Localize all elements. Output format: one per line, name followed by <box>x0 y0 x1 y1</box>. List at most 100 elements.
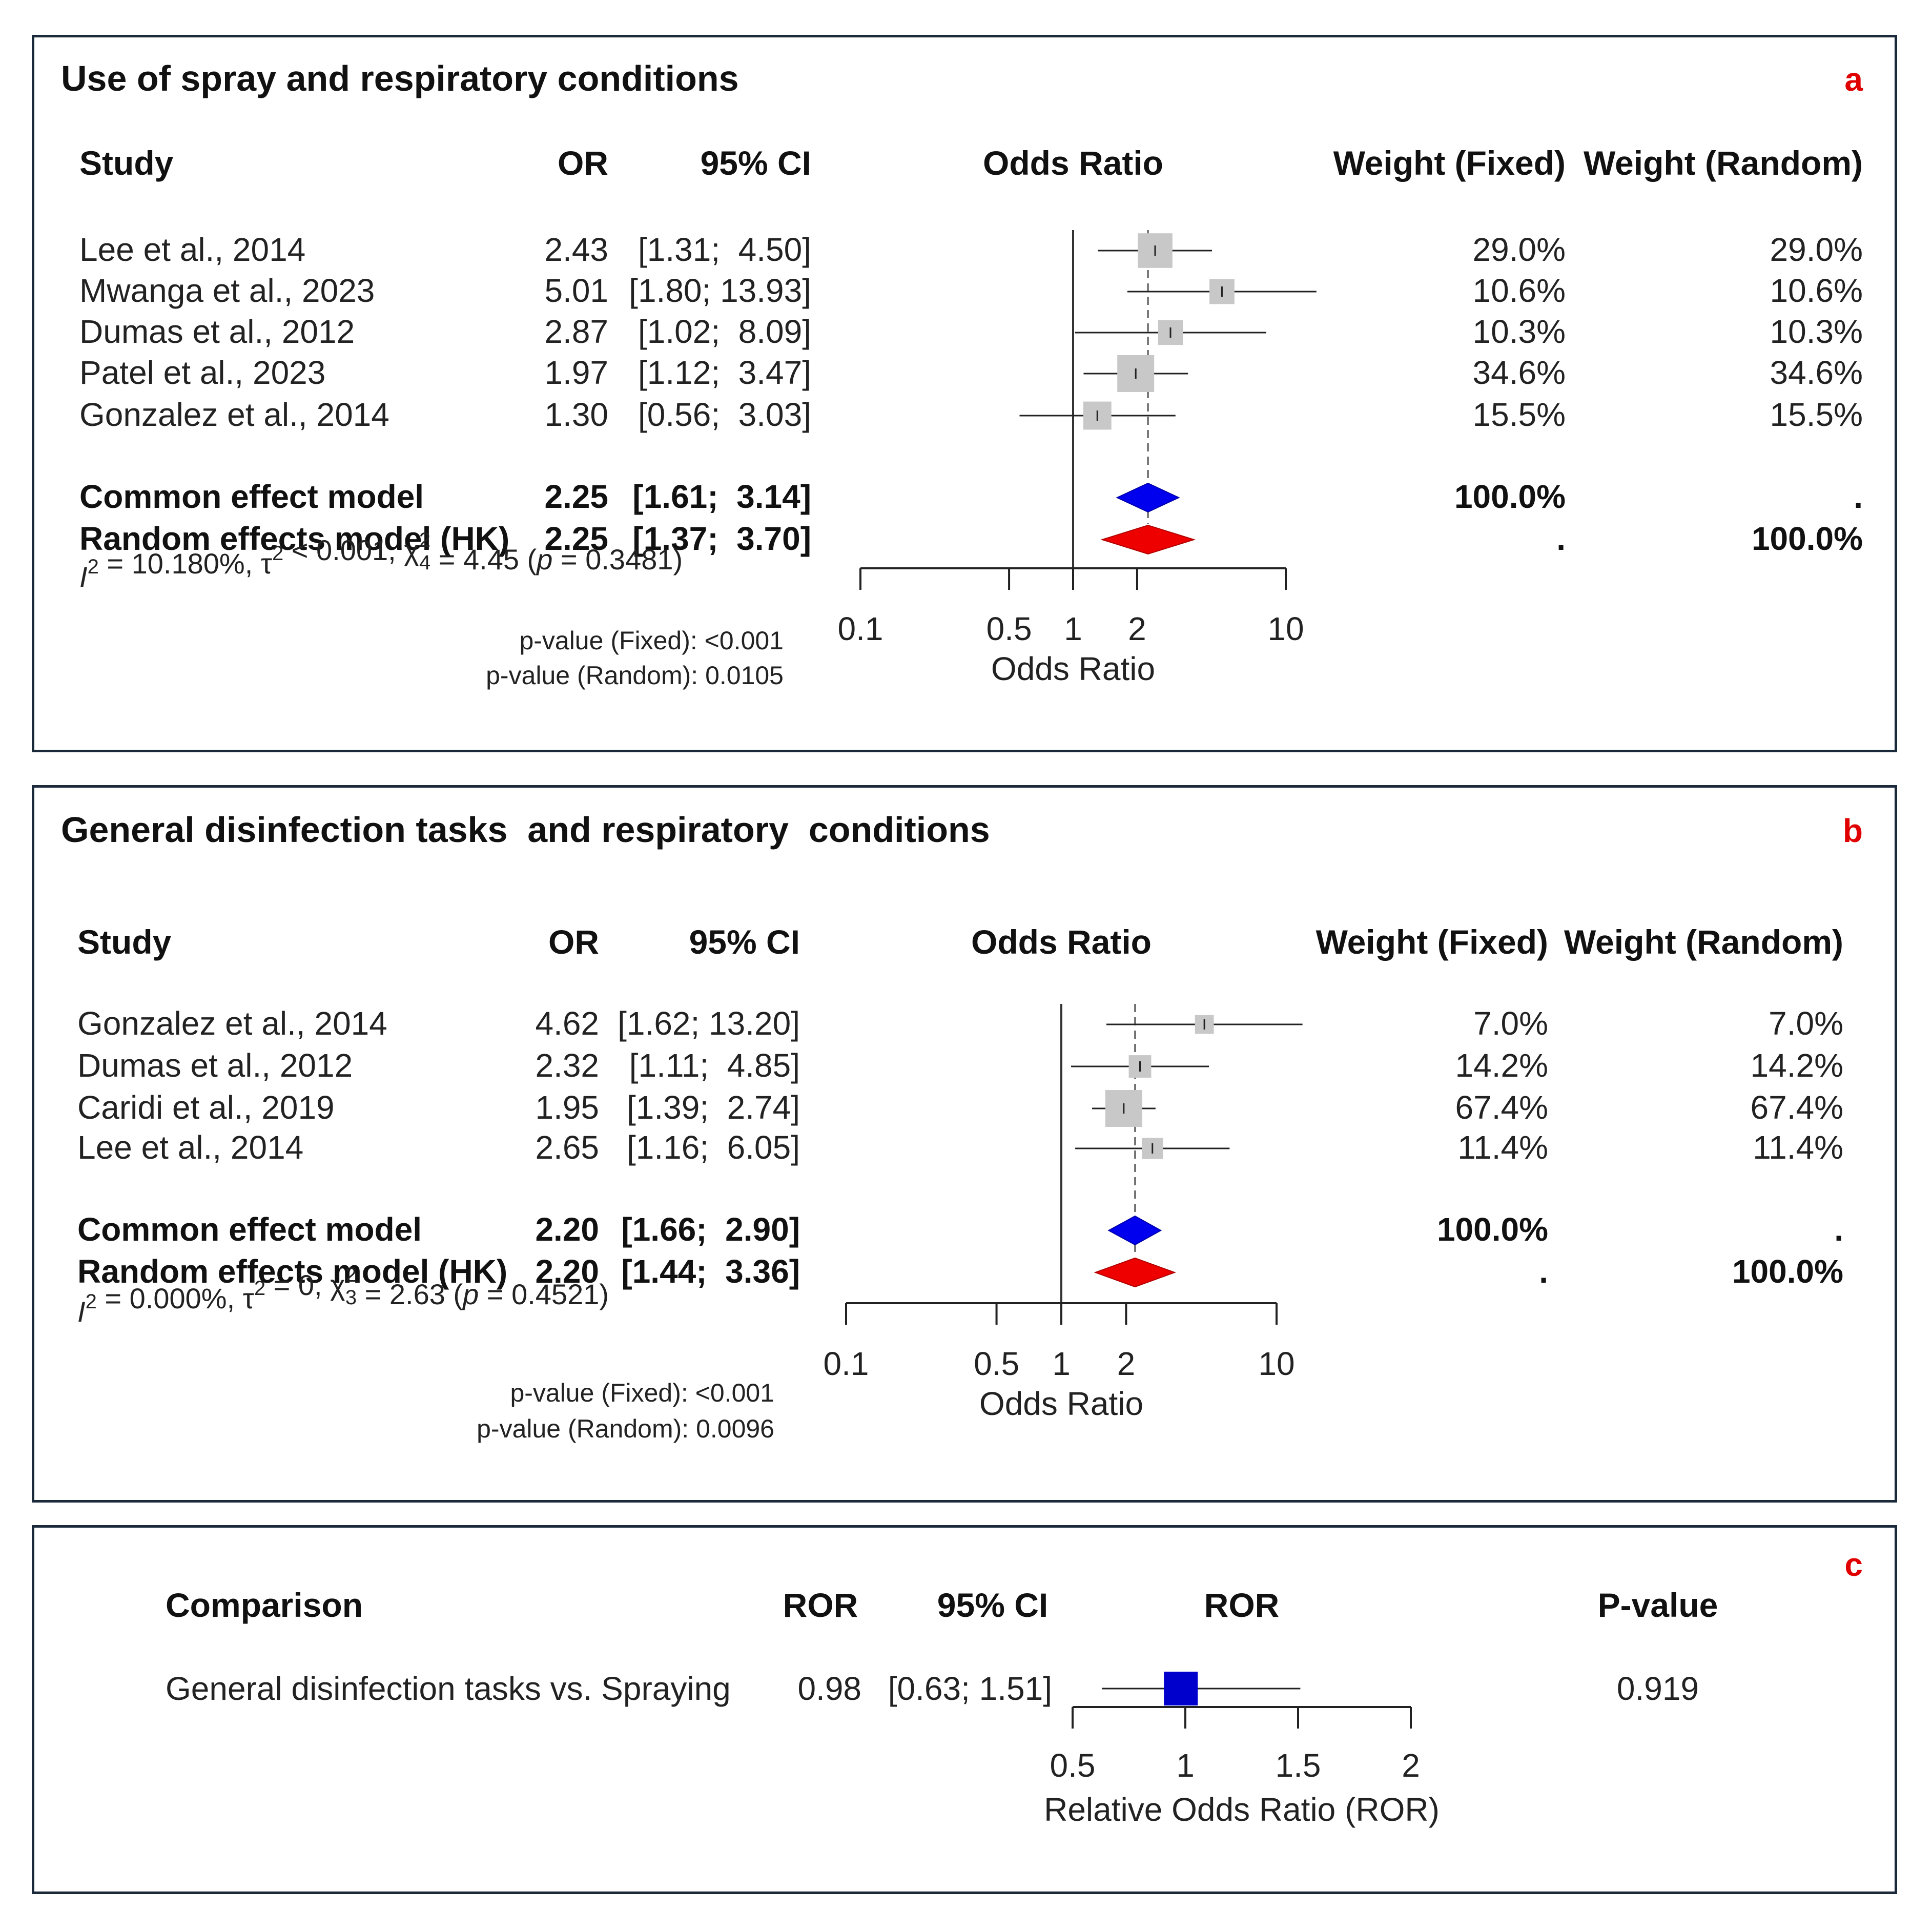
study-name: Dumas et al., 2012 <box>79 313 355 350</box>
pvalue-random: p-value (Random): 0.0096 <box>477 1414 774 1443</box>
study-weight-fixed: 7.0% <box>1473 1005 1548 1042</box>
study-ci: [1.62; 13.20] <box>618 1005 800 1042</box>
heterogeneity-symbol: χ <box>404 534 419 566</box>
model-ci: [1.37; 3.70] <box>632 520 811 557</box>
x-axis-title: Relative Odds Ratio (ROR) <box>1044 1791 1440 1828</box>
study-weight-fixed: 29.0% <box>1473 231 1566 268</box>
study-or: 1.95 <box>535 1089 599 1126</box>
study-name: Gonzalez et al., 2014 <box>77 1005 387 1042</box>
model-label: Common effect model <box>79 478 424 515</box>
heterogeneity-tau: < 0.001, <box>283 534 404 566</box>
model-weight-fixed: 100.0% <box>1437 1211 1548 1248</box>
heterogeneity-symbol: I <box>79 561 88 593</box>
p-value: 0.919 <box>1617 1670 1699 1707</box>
header-odds-ratio: Odds Ratio <box>983 144 1163 182</box>
header-ci: 95% CI <box>937 1586 1048 1624</box>
header-ror-plot: ROR <box>1204 1586 1280 1624</box>
model-or: 2.20 <box>535 1211 599 1248</box>
study-weight-random: 67.4% <box>1751 1089 1843 1126</box>
header-weight-random: Weight (Random) <box>1564 923 1843 961</box>
random-effects-diamond <box>1094 1257 1176 1288</box>
x-tick-label: 0.1 <box>824 1345 869 1382</box>
heterogeneity-symbol: I <box>77 1296 86 1328</box>
model-weight-random: 100.0% <box>1752 520 1863 557</box>
study-name: Lee et al., 2014 <box>77 1129 303 1166</box>
header-study: Study <box>79 144 174 182</box>
model-weight-random: 100.0% <box>1732 1253 1843 1290</box>
heterogeneity-i2: = 10.180%, <box>99 547 261 580</box>
model-or: 2.25 <box>544 520 608 557</box>
study-weight-random: 10.3% <box>1770 313 1863 350</box>
heterogeneity-symbol: 2 <box>88 556 99 578</box>
model-weight-random: . <box>1854 478 1863 515</box>
study-ci: [1.11; 4.85] <box>629 1047 800 1084</box>
study-ci: [1.12; 3.47] <box>638 354 811 391</box>
heterogeneity-i2: = 0.000%, <box>97 1282 243 1314</box>
model-weight-fixed: . <box>1556 520 1566 557</box>
x-tick-label: 0.5 <box>986 610 1032 647</box>
heterogeneity-df: 4 <box>419 551 430 574</box>
study-or: 2.32 <box>535 1047 599 1084</box>
heterogeneity-symbol: 2 <box>272 542 283 565</box>
study-or: 1.30 <box>544 396 608 433</box>
x-tick-label: 1 <box>1052 1345 1071 1382</box>
forest-plot-c: c Comparison ROR 95% CI ROR P-value General di… <box>166 1546 1863 1828</box>
heterogeneity-p: = 0.3481) <box>552 543 683 575</box>
ror-square <box>1164 1672 1198 1705</box>
study-name: Dumas et al., 2012 <box>77 1047 353 1084</box>
study-name: Mwanga et al., 2023 <box>79 272 375 309</box>
study-weight-fixed: 67.4% <box>1455 1089 1548 1126</box>
study-weight-fixed: 10.3% <box>1473 313 1566 350</box>
model-label: Common effect model <box>77 1211 422 1248</box>
panel-title: Use of spray and respiratory conditions <box>61 58 739 98</box>
heterogeneity-symbol: p <box>536 543 552 575</box>
x-tick-label: 0.5 <box>1050 1747 1096 1784</box>
heterogeneity-chi: = 4.45 ( <box>430 543 537 575</box>
study-ci: [0.56; 3.03] <box>638 396 811 433</box>
study-weight-fixed: 10.6% <box>1473 272 1566 309</box>
panel-letter: c <box>1844 1546 1863 1583</box>
header-weight-fixed: Weight (Fixed) <box>1333 144 1566 182</box>
header-ror: ROR <box>783 1586 858 1624</box>
pvalue-fixed: p-value (Fixed): <0.001 <box>519 626 784 655</box>
random-effects-diamond <box>1100 524 1196 555</box>
x-tick-label: 10 <box>1258 1345 1294 1382</box>
study-weight-fixed: 11.4% <box>1457 1129 1548 1166</box>
model-weight-random: . <box>1834 1211 1843 1248</box>
heterogeneity-p: = 0.4521) <box>479 1278 609 1310</box>
study-weight-random: 14.2% <box>1751 1047 1843 1084</box>
study-ci: [1.02; 8.09] <box>638 313 811 350</box>
heterogeneity-symbol: p <box>462 1278 479 1310</box>
x-tick-label: 2 <box>1128 610 1146 647</box>
header-weight-fixed: Weight (Fixed) <box>1316 923 1548 961</box>
study-weight-random: 29.0% <box>1770 231 1863 268</box>
model-label: Random effects model (HK) <box>77 1253 507 1290</box>
study-ci: [1.31; 4.50] <box>638 231 811 268</box>
x-tick-label: 1.5 <box>1276 1747 1321 1784</box>
model-weight-fixed: . <box>1539 1253 1548 1290</box>
pvalue-random: p-value (Random): 0.0105 <box>486 661 784 690</box>
panel-title: General disinfection tasks and respirato… <box>61 810 990 850</box>
model-ci: [1.61; 3.14] <box>632 478 811 515</box>
study-weight-fixed: 34.6% <box>1473 354 1566 391</box>
heterogeneity-symbol: 2 <box>86 1290 97 1313</box>
study-weight-random: 11.4% <box>1753 1129 1843 1166</box>
ror-value: 0.98 <box>797 1670 861 1707</box>
header-comparison: Comparison <box>166 1586 363 1624</box>
heterogeneity-chi: = 2.63 ( <box>357 1278 463 1310</box>
common-effect-diamond <box>1107 1215 1162 1246</box>
header-or: OR <box>558 144 608 182</box>
forest-plot-a: Use of spray and respiratory conditions a… <box>61 58 1863 690</box>
header-study: Study <box>77 923 172 961</box>
panel-a: Use of spray and respiratory conditions a… <box>32 35 1897 752</box>
panel-b: General disinfection tasks and respirato… <box>32 785 1897 1503</box>
ror-ci: [0.63; 1.51] <box>888 1670 1052 1707</box>
x-tick-label: 1 <box>1064 610 1082 647</box>
heterogeneity-symbol: 2 <box>254 1277 265 1300</box>
header-or: OR <box>548 923 599 961</box>
study-weight-fixed: 15.5% <box>1473 396 1566 433</box>
x-tick-label: 10 <box>1267 610 1304 647</box>
forest-plot-b: General disinfection tasks and respirato… <box>61 810 1863 1443</box>
study-or: 2.43 <box>544 231 608 268</box>
x-axis-title: Odds Ratio <box>979 1385 1143 1422</box>
